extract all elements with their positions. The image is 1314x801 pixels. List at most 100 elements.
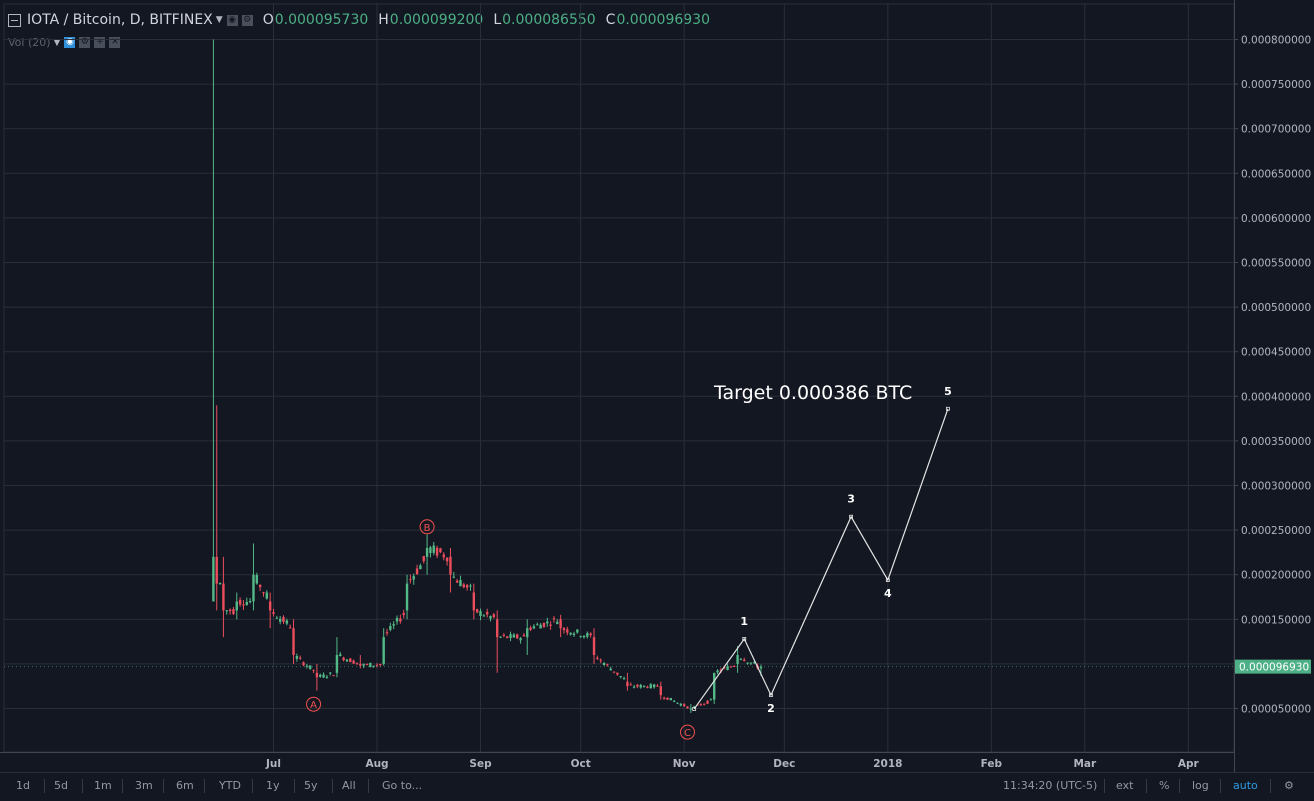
candle (689, 704, 693, 713)
toolbar-separator (1270, 779, 1271, 793)
candle (632, 684, 636, 689)
range-button-all[interactable]: All (342, 779, 356, 792)
candle-body (352, 660, 355, 664)
candle (272, 608, 275, 617)
candle (359, 654, 362, 669)
percent-scale-toggle[interactable]: % (1159, 779, 1170, 792)
wave-label: 4 (884, 587, 892, 600)
candle (265, 590, 269, 600)
chevron-down-icon[interactable]: ▼ (215, 15, 223, 25)
legend-main: IOTA / Bitcoin, D, BITFINEX ▼ ◉ ⚙ O 0.00… (8, 12, 710, 28)
log-scale-toggle[interactable]: log (1192, 779, 1209, 792)
last-price-label: 0.000096930 (1239, 662, 1309, 674)
ohlc-open-key: O (262, 12, 274, 28)
candle-body (706, 700, 709, 704)
candle (576, 629, 579, 634)
range-button-1m[interactable]: 1m (94, 779, 112, 792)
ohlc-close-key: C (605, 12, 616, 28)
goto-date-button[interactable]: Go to... (382, 779, 423, 792)
symbol-title[interactable]: IOTA / Bitcoin, D, BITFINEX (27, 12, 213, 28)
candle-body (255, 575, 259, 584)
candle (382, 628, 385, 666)
candle-body (355, 662, 359, 664)
candle-body (662, 697, 666, 699)
range-button-5y[interactable]: 5y (304, 779, 318, 792)
candle (429, 545, 432, 558)
candle (676, 702, 679, 705)
candle (309, 665, 312, 670)
candle (258, 584, 262, 591)
candle (612, 671, 616, 674)
candle-body (299, 657, 302, 659)
candle-body (359, 663, 362, 666)
plus-icon[interactable]: + (94, 37, 106, 48)
candle-body (506, 636, 509, 638)
candle-body (676, 702, 679, 704)
candle (455, 578, 459, 583)
abc-label: A (310, 700, 317, 711)
range-button-ytd[interactable]: YTD (219, 779, 241, 792)
toolbar-separator (294, 779, 295, 793)
candle (218, 582, 222, 585)
candle-body (559, 619, 562, 629)
candle (586, 631, 589, 639)
candle (255, 572, 259, 585)
candle-body (749, 662, 753, 664)
candle (492, 612, 496, 619)
candle (652, 683, 656, 689)
visibility-eye-icon[interactable]: ◉ (226, 14, 238, 26)
chevron-down-icon[interactable]: ▼ (53, 37, 61, 48)
candle-body (632, 686, 636, 688)
candle (709, 698, 713, 701)
wave-label: 2 (767, 702, 775, 715)
candle-body (452, 576, 455, 578)
candle (579, 635, 582, 638)
candle (285, 618, 289, 626)
candle-body (602, 663, 606, 666)
candle (349, 657, 352, 663)
candle-body (372, 665, 375, 667)
close-icon[interactable]: ✕ (109, 37, 121, 48)
gear-icon[interactable]: ⚙ (79, 37, 91, 48)
candle (292, 619, 295, 664)
bottom-toolbar: 1d 5d 1m 3m 6m YTD 1y 5y All Go to... 11:34:20 (UT… (0, 772, 1314, 801)
candle (669, 697, 673, 701)
candle (629, 682, 632, 686)
range-button-5d[interactable]: 5d (54, 779, 68, 792)
gear-icon[interactable]: ⚙ (1284, 779, 1294, 792)
collapse-legend-icon[interactable] (8, 13, 21, 27)
ext-hours-toggle[interactable]: ext (1116, 779, 1134, 792)
candle (315, 663, 319, 691)
candle (452, 571, 455, 579)
candle (342, 656, 345, 662)
candle-body (629, 684, 632, 686)
y-tick-label: 0.000800000 (1241, 35, 1311, 47)
candle (462, 582, 466, 589)
candle-body (689, 708, 693, 710)
range-button-6m[interactable]: 6m (176, 779, 194, 792)
target-annotation: Target 0.000386 BTC (713, 382, 912, 404)
candle-body (672, 700, 676, 702)
candle (753, 661, 756, 665)
eye-icon[interactable]: ◉ (64, 37, 76, 48)
range-button-3m[interactable]: 3m (135, 779, 153, 792)
candle (499, 636, 502, 639)
range-button-1y[interactable]: 1y (266, 779, 280, 792)
candle (482, 614, 486, 617)
wave-vertex (946, 406, 950, 411)
candle-body (238, 599, 242, 605)
candle-body (495, 619, 499, 638)
x-tick-label: Mar (1073, 758, 1097, 770)
candle-body (459, 580, 462, 587)
range-button-1d[interactable]: 1d (16, 779, 30, 792)
candle-body (462, 584, 466, 588)
candle-body (492, 614, 496, 618)
candle-body (586, 633, 589, 637)
candle-body (422, 556, 425, 562)
candle-body (469, 585, 472, 587)
auto-scale-toggle[interactable]: auto (1233, 779, 1258, 792)
candle-body (743, 659, 746, 662)
wave-vertex (885, 578, 890, 582)
settings-gear-icon[interactable]: ⚙ (241, 14, 253, 26)
